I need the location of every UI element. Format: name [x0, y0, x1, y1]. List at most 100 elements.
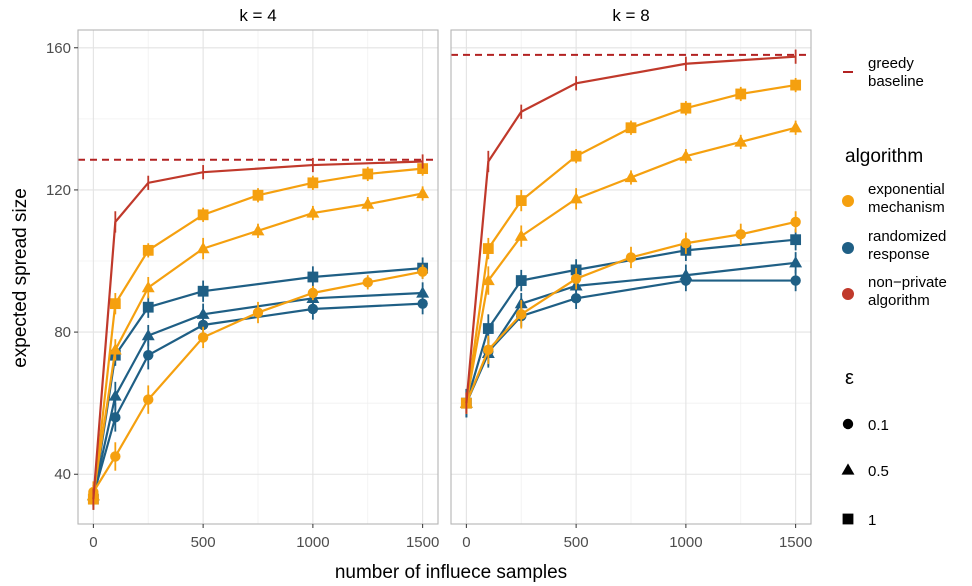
y-tick-label: 160: [46, 40, 71, 57]
data-point: [515, 275, 527, 286]
data-point: [307, 177, 319, 189]
legend-epsilon-label: 0.5: [868, 463, 889, 480]
data-point: [142, 301, 154, 313]
data-point: [196, 241, 210, 254]
data-point: [735, 88, 747, 100]
data-point: [735, 229, 746, 240]
data-point: [569, 192, 583, 204]
data-point: [108, 343, 122, 355]
series-randomized-eps-0.1: [88, 292, 428, 507]
data-point: [482, 243, 494, 254]
data-point: [790, 275, 801, 286]
legend-greedy-label: baseline: [868, 73, 924, 90]
data-point: [680, 275, 692, 286]
data-point: [570, 150, 582, 162]
x-tick-label: 500: [191, 534, 216, 551]
panel-border: [77, 29, 439, 525]
data-point: [790, 79, 802, 91]
data-point: [197, 285, 209, 297]
data-point: [790, 234, 802, 246]
x-tick-label: 1000: [669, 534, 702, 551]
data-point: [196, 307, 210, 319]
legend-algorithm-label: algorithm: [868, 292, 930, 309]
legend-algorithm-label: randomized: [868, 228, 946, 245]
data-point: [307, 303, 319, 315]
legend-algorithm-label: response: [868, 246, 930, 263]
data-point: [417, 298, 428, 309]
legend-greedy-label: greedy: [868, 55, 914, 72]
series-line: [92, 167, 423, 500]
data-point: [680, 238, 692, 249]
legend-algorithm-label: mechanism: [868, 199, 945, 216]
data-point: [734, 135, 748, 147]
data-point: [481, 273, 495, 286]
series-line: [465, 84, 796, 404]
data-point: [417, 266, 428, 277]
data-point: [143, 349, 154, 361]
series-exponential-eps-0.1: [461, 211, 801, 414]
legend-algorithm-label: non−private: [868, 274, 947, 291]
legend-epsilon-key: [842, 513, 854, 525]
x-tick-label: 1500: [406, 534, 439, 551]
panel-title: k = 8: [612, 6, 649, 25]
legend-algorithm-key: [842, 195, 854, 207]
data-point: [109, 298, 121, 310]
data-point: [361, 197, 375, 209]
data-point: [307, 287, 319, 299]
legend-epsilon-key: [841, 463, 855, 475]
panel-1: k = 4 0 500 1000 1500 40 80 120 160: [46, 6, 439, 551]
data-point: [142, 244, 154, 256]
series-line: [92, 302, 423, 496]
chart-panels: k = 4 0 500 1000 1500 40 80 120 160 k = 8 0 500 1000…: [46, 6, 812, 551]
legend-epsilon-key: [842, 418, 854, 430]
data-point: [625, 252, 637, 263]
data-point: [516, 309, 527, 320]
legend-algorithm-key: [842, 288, 854, 300]
x-axis-label: number of influece samples: [335, 562, 567, 583]
data-point: [252, 189, 264, 201]
data-point: [790, 216, 801, 228]
y-axis-label: expected spread size: [10, 188, 31, 368]
data-point: [110, 451, 121, 462]
data-point: [680, 102, 692, 114]
data-point: [307, 271, 319, 283]
data-point: [416, 286, 430, 298]
data-point: [416, 186, 430, 199]
data-point: [362, 277, 373, 288]
data-point: [197, 332, 209, 343]
data-point: [251, 224, 265, 236]
series-nonprivate: [465, 49, 797, 414]
data-point: [679, 149, 693, 161]
data-point: [570, 293, 582, 304]
data-point: [570, 273, 582, 284]
legend-algorithm-label: exponential: [868, 181, 945, 198]
series-line: [92, 291, 423, 496]
series-line: [465, 238, 796, 404]
y-tick-label: 40: [54, 466, 71, 483]
data-point: [362, 168, 374, 180]
data-point: [483, 344, 494, 356]
data-point: [515, 195, 527, 206]
data-point: [482, 323, 494, 334]
series-line: [465, 126, 796, 404]
legend-algorithm-key: [842, 242, 854, 254]
x-tick-label: 0: [89, 534, 97, 551]
data-point: [252, 307, 264, 318]
series-line: [92, 270, 423, 493]
y-tick-label: 120: [46, 182, 71, 199]
panel-border: [450, 29, 812, 525]
x-tick-label: 1000: [296, 534, 329, 551]
x-tick-label: 1500: [779, 534, 812, 551]
legend-algorithm-title: algorithm: [845, 146, 923, 167]
data-point: [143, 394, 154, 405]
panel-title: k = 4: [239, 6, 276, 25]
data-point: [789, 121, 803, 133]
panel-2: k = 8 0 500 1000 1500: [450, 6, 812, 551]
data-point: [625, 122, 637, 134]
legend-epsilon-label: 1: [868, 512, 876, 529]
data-point: [789, 256, 803, 268]
data-point: [110, 412, 121, 423]
data-point: [514, 229, 528, 241]
x-tick-label: 500: [564, 534, 589, 551]
